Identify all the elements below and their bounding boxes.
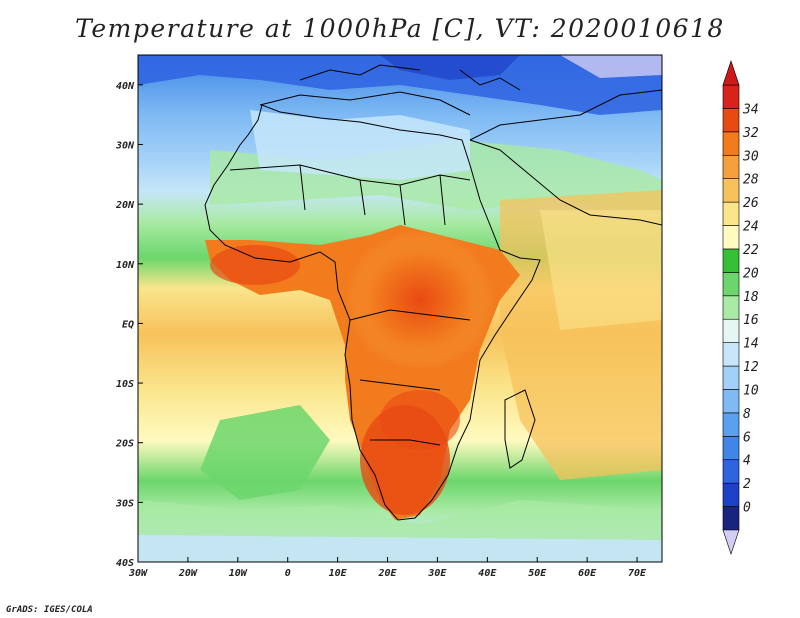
lon-tick-label: 0 [285, 568, 291, 579]
colorbar-swatch [722, 272, 740, 297]
colorbar-swatch [722, 131, 740, 156]
lat-tick-label: 20N [115, 200, 135, 211]
lon-tick-label: 30W [128, 568, 148, 579]
lat-tick-label: 10N [116, 260, 135, 271]
lat-tick-label: 30N [115, 140, 135, 151]
lon-tick-label: 60E [578, 568, 597, 579]
map-frame [137, 54, 663, 563]
lon-tick-label: 30E [427, 568, 447, 579]
colorbar-level-label: 16 [743, 313, 759, 328]
colorbar-level-label: 32 [742, 126, 759, 141]
lon-tick-label: 40E [478, 568, 497, 579]
lat-tick-label: EQ [122, 319, 134, 330]
colorbar-level-label: 12 [743, 360, 759, 375]
colorbar-level-label: 24 [743, 220, 759, 235]
colorbar-swatch [722, 178, 740, 203]
colorbar-level-label: 0 [743, 501, 751, 516]
colorbar-level-label: 30 [742, 149, 759, 164]
colorbar-swatch [722, 365, 740, 390]
colorbar-swatch [722, 108, 740, 133]
colorbar-swatch [722, 412, 740, 437]
longitude-ticks: 30W 20W 10W 0 10E 20E 30E 40E 50E 60E 70E [128, 557, 647, 579]
lat-tick-label: 40N [116, 81, 135, 92]
colorbar-swatch [722, 225, 740, 250]
lat-tick-label: 30S [115, 498, 134, 509]
lon-tick-label: 50E [528, 568, 547, 579]
colorbar-level-label: 26 [743, 196, 759, 211]
lon-tick-label: 10W [229, 568, 248, 579]
lat-tick-label: 40S [116, 558, 134, 569]
colorbar-swatch [722, 482, 740, 507]
colorbar-level-label: 22 [743, 243, 759, 258]
colorbar-swatch [722, 318, 740, 343]
colorbar-level-label: 34 [742, 102, 759, 117]
colorbar-under-arrow [722, 529, 740, 555]
colorbar-level-label: 20 [743, 266, 759, 281]
lat-tick-label: 20S [115, 439, 134, 450]
colorbar-swatch [722, 154, 740, 179]
colorbar-level-label: 10 [743, 383, 759, 398]
lon-tick-label: 20W [178, 568, 198, 579]
lat-tick-label: 10S [116, 379, 134, 390]
coastlines [204, 64, 662, 521]
colorbar-over-arrow [722, 60, 740, 86]
colorbar-swatch [722, 248, 740, 273]
credit-label: GrADS: IGES/COLA [6, 605, 93, 615]
colorbar-swatch [722, 506, 740, 531]
lon-tick-label: 10E [329, 568, 348, 579]
colorbar-swatch [722, 342, 740, 367]
colorbar-level-label: 6 [743, 430, 751, 445]
colorbar-swatch [722, 436, 740, 461]
colorbar-swatch [722, 295, 740, 320]
colorbar-level-label: 8 [743, 407, 751, 422]
colorbar-level-label: 18 [743, 290, 759, 305]
colorbar-level-label: 2 [743, 477, 751, 492]
colorbar-swatch [722, 459, 740, 484]
temperature-field [138, 55, 662, 562]
lon-tick-label: 70E [628, 568, 647, 579]
colorbar-swatch [722, 389, 740, 414]
colorbar-level-label: 28 [743, 173, 759, 188]
colorbar-level-label: 4 [743, 454, 751, 469]
colorbar-swatch [722, 201, 740, 226]
latitude-ticks: 40N 30N 20N 10N EQ 10S 20S 30S 40S [115, 81, 143, 569]
lon-tick-label: 20E [377, 568, 397, 579]
colorbar-level-label: 14 [743, 337, 759, 352]
map-title: Temperature at 1000hPa [C], VT: 20200106… [75, 14, 725, 43]
colorbar-swatch [722, 84, 740, 109]
